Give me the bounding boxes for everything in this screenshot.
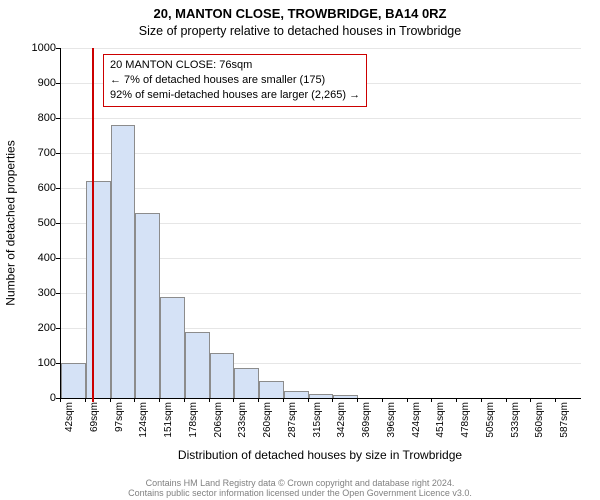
chart-page: 20, MANTON CLOSE, TROWBRIDGE, BA14 0RZ S… [0, 0, 600, 500]
x-tick-mark [456, 398, 457, 402]
x-tick-mark [530, 398, 531, 402]
y-tick-label: 100 [16, 357, 56, 369]
gridline-h [61, 153, 581, 154]
y-tick-label: 700 [16, 147, 56, 159]
x-tick-label: 342sqm [336, 402, 347, 452]
y-tick-mark [56, 48, 60, 49]
histogram-bar [160, 297, 185, 399]
x-tick-label: 560sqm [534, 402, 545, 452]
x-tick-label: 233sqm [237, 402, 248, 452]
y-tick-label: 400 [16, 252, 56, 264]
histogram-bar [333, 395, 358, 398]
x-tick-mark [407, 398, 408, 402]
x-tick-mark [506, 398, 507, 402]
page-title: 20, MANTON CLOSE, TROWBRIDGE, BA14 0RZ [0, 6, 600, 21]
y-tick-mark [56, 258, 60, 259]
annotation-line-2: ← 7% of detached houses are smaller (175… [110, 73, 360, 88]
histogram-bar [111, 125, 136, 398]
x-tick-label: 151sqm [163, 402, 174, 452]
x-tick-mark [110, 398, 111, 402]
histogram-bar [185, 332, 210, 399]
histogram-bar [86, 181, 111, 398]
x-tick-mark [258, 398, 259, 402]
y-tick-label: 1000 [16, 42, 56, 54]
annotation-line-1: 20 MANTON CLOSE: 76sqm [110, 58, 360, 73]
x-tick-label: 396sqm [386, 402, 397, 452]
y-tick-mark [56, 328, 60, 329]
histogram-bar [259, 381, 284, 399]
footer-attribution: Contains HM Land Registry data © Crown c… [0, 478, 600, 498]
x-tick-mark [382, 398, 383, 402]
plot-area: 20 MANTON CLOSE: 76sqm ← 7% of detached … [60, 48, 581, 399]
x-tick-label: 287sqm [287, 402, 298, 452]
y-tick-label: 800 [16, 112, 56, 124]
gridline-h [61, 48, 581, 49]
x-tick-label: 587sqm [559, 402, 570, 452]
y-tick-mark [56, 118, 60, 119]
x-tick-mark [283, 398, 284, 402]
x-tick-label: 97sqm [114, 402, 125, 452]
x-tick-label: 42sqm [64, 402, 75, 452]
gridline-h [61, 188, 581, 189]
x-tick-mark [209, 398, 210, 402]
y-tick-label: 600 [16, 182, 56, 194]
x-tick-mark [481, 398, 482, 402]
footer-line-1: Contains HM Land Registry data © Crown c… [146, 478, 455, 488]
x-tick-label: 424sqm [411, 402, 422, 452]
gridline-h [61, 118, 581, 119]
x-tick-mark [308, 398, 309, 402]
y-tick-mark [56, 293, 60, 294]
y-tick-mark [56, 223, 60, 224]
x-tick-label: 315sqm [312, 402, 323, 452]
x-tick-mark [431, 398, 432, 402]
histogram-bar [135, 213, 160, 399]
annotation-line-3: 92% of semi-detached houses are larger (… [110, 88, 360, 103]
y-tick-mark [56, 83, 60, 84]
x-tick-label: 451sqm [435, 402, 446, 452]
histogram-bar [61, 363, 86, 398]
y-tick-mark [56, 153, 60, 154]
y-tick-label: 0 [16, 392, 56, 404]
histogram-bar [309, 394, 334, 398]
x-tick-mark [332, 398, 333, 402]
y-tick-mark [56, 363, 60, 364]
x-tick-label: 206sqm [213, 402, 224, 452]
x-tick-mark [85, 398, 86, 402]
x-tick-label: 69sqm [89, 402, 100, 452]
x-tick-label: 533sqm [510, 402, 521, 452]
x-tick-label: 260sqm [262, 402, 273, 452]
y-tick-mark [56, 188, 60, 189]
x-tick-label: 369sqm [361, 402, 372, 452]
x-tick-label: 478sqm [460, 402, 471, 452]
footer-line-2: Contains public sector information licen… [128, 488, 472, 498]
x-tick-label: 178sqm [188, 402, 199, 452]
x-tick-mark [357, 398, 358, 402]
annotation-box: 20 MANTON CLOSE: 76sqm ← 7% of detached … [103, 54, 367, 107]
property-marker-line [92, 48, 94, 402]
page-subtitle: Size of property relative to detached ho… [0, 24, 600, 38]
x-tick-mark [233, 398, 234, 402]
x-tick-label: 124sqm [138, 402, 149, 452]
y-tick-label: 200 [16, 322, 56, 334]
y-tick-label: 900 [16, 77, 56, 89]
x-tick-label: 505sqm [485, 402, 496, 452]
x-tick-mark [60, 398, 61, 402]
x-tick-mark [555, 398, 556, 402]
histogram-bar [210, 353, 235, 399]
histogram-bar [234, 368, 259, 398]
x-tick-mark [159, 398, 160, 402]
y-tick-label: 300 [16, 287, 56, 299]
y-tick-label: 500 [16, 217, 56, 229]
x-tick-mark [134, 398, 135, 402]
histogram-bar [284, 391, 309, 398]
x-tick-mark [184, 398, 185, 402]
